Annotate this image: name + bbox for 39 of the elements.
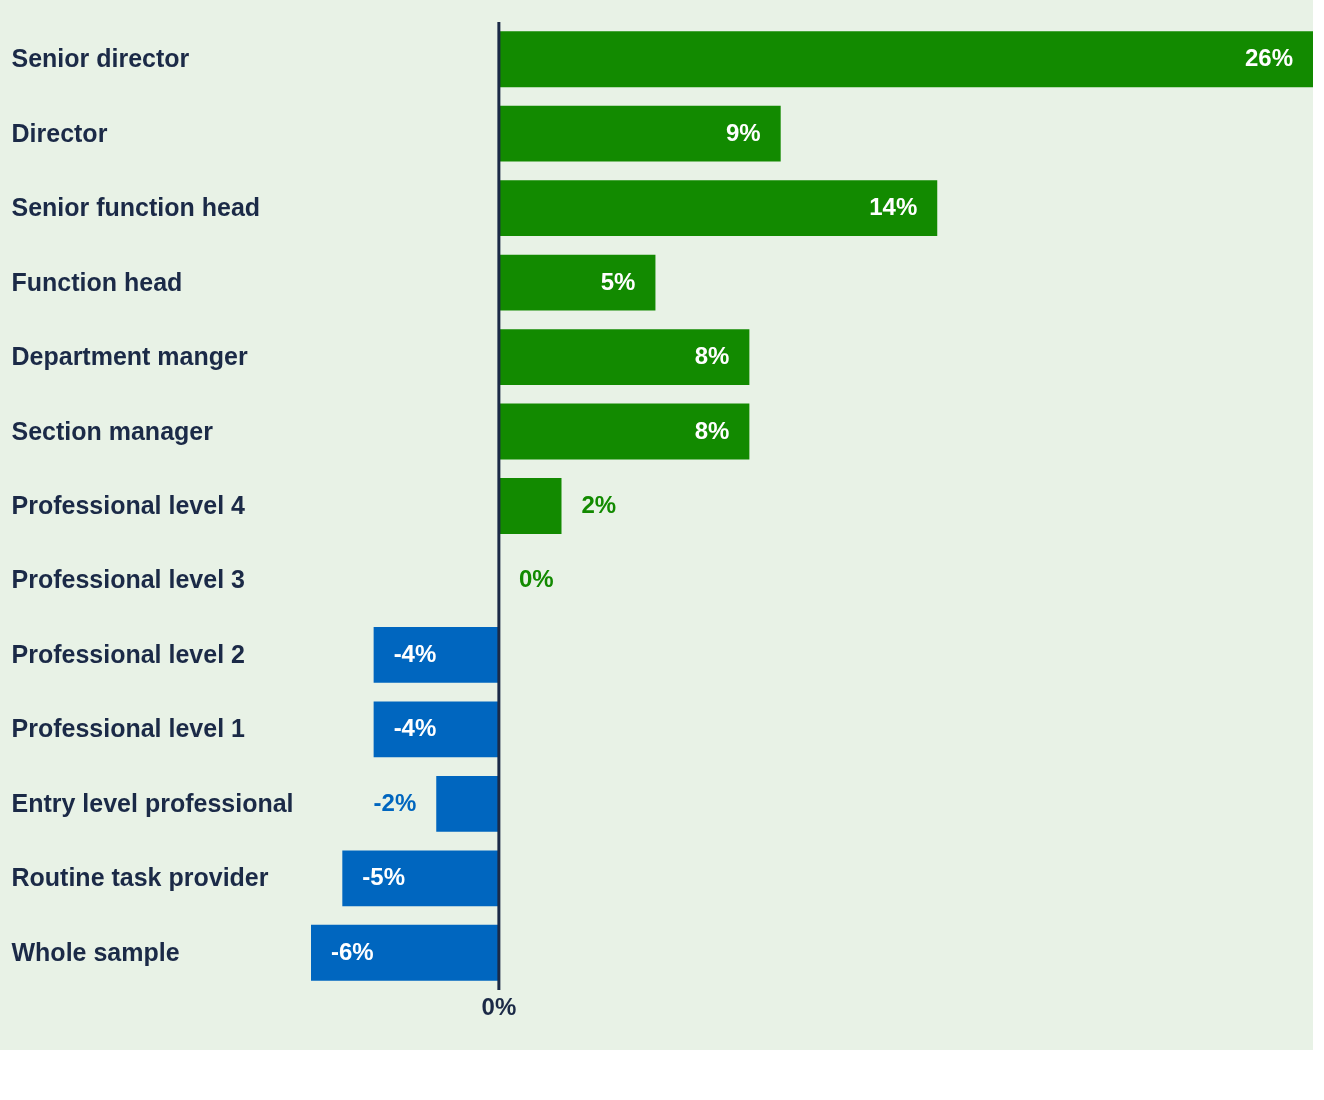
y-tick-label: Professional level 1 [11, 714, 246, 743]
data-label: 8% [694, 416, 730, 444]
y-tick-label: Senior director [11, 44, 190, 73]
bar [342, 850, 499, 907]
y-tick-label: Professional level 2 [11, 639, 245, 668]
bar [436, 775, 499, 832]
bar [311, 924, 499, 981]
y-tick-label: Professional level 4 [11, 491, 246, 519]
data-label: 26% [1244, 44, 1293, 72]
data-label: 8% [694, 342, 730, 370]
data-label: 9% [726, 118, 761, 146]
bar [373, 627, 499, 683]
data-label: -5% [362, 863, 405, 891]
bar [498, 105, 781, 162]
data-label: -4% [393, 714, 437, 742]
y-tick-label: Section manager [11, 416, 214, 445]
y-tick-label: Function head [11, 267, 183, 296]
y-tick-label: Senior function head [11, 193, 261, 222]
y-tick-label: Entry level professional [11, 788, 294, 817]
bar [498, 403, 750, 460]
bar [498, 31, 1313, 88]
bar [498, 478, 562, 534]
y-tick-label: Director [11, 118, 108, 147]
y-tick-label: Professional level 3 [11, 565, 245, 594]
data-label: 0% [518, 565, 554, 593]
data-label: -2% [373, 788, 417, 816]
annotation: 0% [481, 993, 517, 1020]
y-tick-label: Whole sample [11, 937, 180, 966]
data-label: -6% [331, 937, 374, 965]
y-tick-label: Department manger [11, 342, 248, 371]
data-label: 14% [869, 193, 918, 221]
bar [498, 254, 656, 311]
data-label: -4% [393, 639, 437, 667]
bar [498, 180, 938, 237]
data-label: 2% [581, 491, 617, 518]
bar [373, 701, 499, 758]
bar [498, 329, 750, 385]
data-label: 5% [600, 267, 636, 295]
y-tick-label: Routine task provider [11, 863, 269, 892]
